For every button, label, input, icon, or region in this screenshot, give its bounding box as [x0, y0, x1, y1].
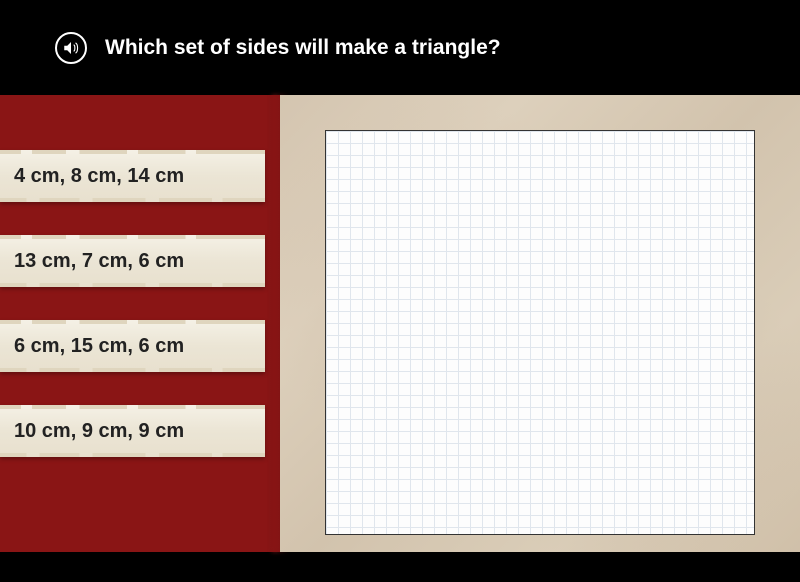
question-text: Which set of sides will make a triangle?: [105, 36, 501, 60]
answer-option-3[interactable]: 6 cm, 15 cm, 6 cm: [0, 320, 265, 372]
main-area: 4 cm, 8 cm, 14 cm 13 cm, 7 cm, 6 cm 6 cm…: [0, 95, 800, 552]
audio-button[interactable]: [55, 32, 87, 64]
answer-option-1[interactable]: 4 cm, 8 cm, 14 cm: [0, 150, 265, 202]
answer-option-2[interactable]: 13 cm, 7 cm, 6 cm: [0, 235, 265, 287]
option-label: 6 cm, 15 cm, 6 cm: [14, 335, 184, 358]
option-label: 10 cm, 9 cm, 9 cm: [14, 420, 184, 443]
option-label: 13 cm, 7 cm, 6 cm: [14, 250, 184, 273]
answer-option-4[interactable]: 10 cm, 9 cm, 9 cm: [0, 405, 265, 457]
canvas-area: [280, 95, 800, 552]
speaker-icon: [62, 39, 80, 57]
question-header: Which set of sides will make a triangle?: [0, 0, 800, 95]
options-sidebar: 4 cm, 8 cm, 14 cm 13 cm, 7 cm, 6 cm 6 cm…: [0, 95, 280, 552]
graph-paper[interactable]: [325, 130, 755, 535]
option-label: 4 cm, 8 cm, 14 cm: [14, 165, 184, 188]
